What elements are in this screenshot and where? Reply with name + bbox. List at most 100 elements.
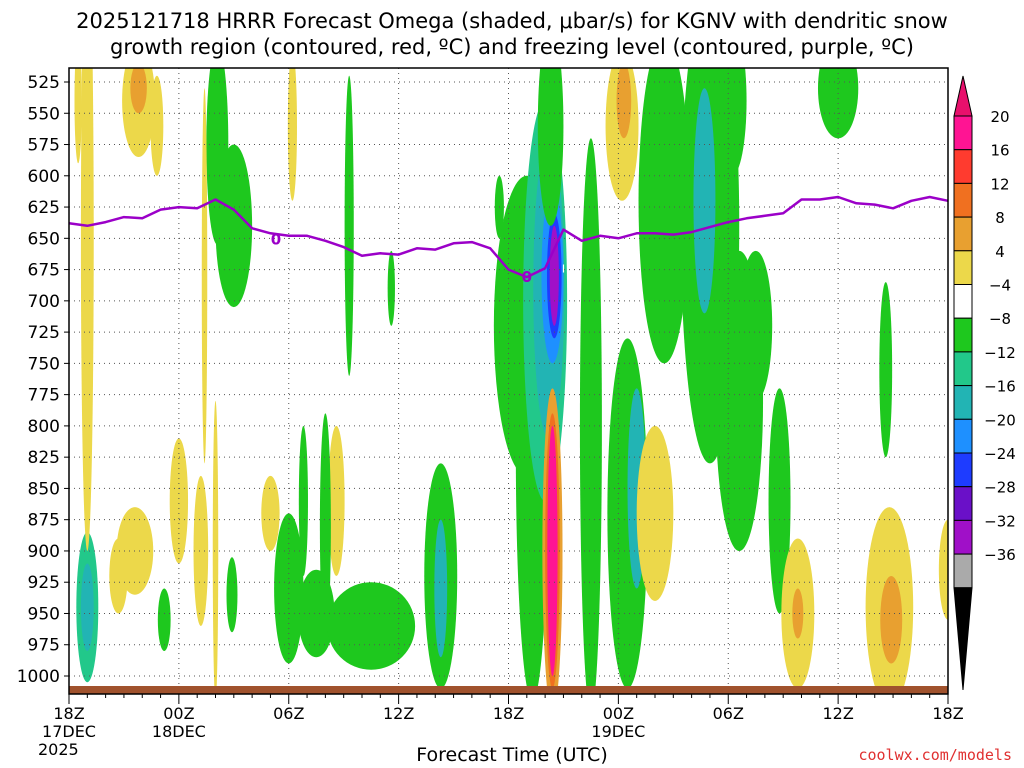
- x-tick-label: 12Z: [383, 704, 414, 723]
- colorbar-label: 8: [995, 209, 1005, 227]
- y-tick-label: 975: [28, 636, 60, 656]
- omega-cell-29: [579, 138, 602, 690]
- x-tick-label: 06Z: [273, 704, 304, 723]
- credit-link[interactable]: coolwx.com/models: [858, 746, 1012, 764]
- chart-title-line-1: 2025121718 HRRR Forecast Omega (shaded, …: [76, 9, 948, 33]
- y-axis: 525 550 575 600 625 650 675 700 725 750 775 800 825 8…: [17, 73, 69, 687]
- omega-cell-53: [193, 475, 209, 626]
- omega-cell-14: [328, 425, 345, 576]
- y-tick-label: 525: [28, 73, 60, 93]
- omega-shading: [74, 68, 948, 690]
- x-tick-label: 06Z: [713, 704, 744, 723]
- omega-cell-16: [387, 250, 395, 326]
- omega-cell-33: [616, 68, 632, 139]
- y-tick-label: 925: [28, 573, 60, 593]
- colorbar-swatch: [953, 385, 973, 420]
- freezing-level-label: 0: [271, 230, 281, 248]
- y-tick-label: 725: [28, 323, 60, 343]
- omega-cell-25: [537, 68, 564, 226]
- omega-cell-60: [109, 538, 128, 614]
- y-tick-label: 750: [28, 354, 60, 374]
- colorbar-label: −28: [984, 479, 1016, 497]
- x-tick-label: 12Z: [822, 704, 853, 723]
- omega-cell-13: [344, 75, 354, 376]
- y-tick-label: 1000: [17, 667, 60, 687]
- colorbar-swatch: [953, 351, 973, 387]
- x-tick-label: 18Z: [932, 704, 963, 723]
- omega-cell-6: [130, 68, 147, 114]
- colorbar-label: 4: [995, 243, 1005, 261]
- x-tick-sublabel: 17DEC: [42, 722, 96, 741]
- omega-cell-43: [792, 588, 804, 639]
- y-tick-label: 550: [28, 104, 60, 124]
- colorbar-swatch: [953, 452, 973, 488]
- omega-cell-54: [212, 400, 219, 690]
- colorbar-swatch: [953, 317, 973, 353]
- omega-cell-49: [80, 68, 94, 551]
- y-tick-label: 575: [28, 136, 60, 156]
- chart-title-line-2: growth region (contoured, red, ºC) and f…: [110, 35, 914, 59]
- omega-cell-28: [547, 425, 558, 676]
- colorbar-swatch: [953, 115, 973, 151]
- x-tick-label: 00Z: [603, 704, 634, 723]
- freezing-level-label: 0: [522, 268, 532, 286]
- y-tick-label: 900: [28, 542, 60, 562]
- omega-cell-52: [201, 88, 208, 464]
- dgz-label: I: [562, 262, 565, 275]
- omega-cell-15: [298, 425, 308, 576]
- colorbar-label: −4: [989, 277, 1011, 295]
- y-tick-label: 700: [28, 292, 60, 312]
- colorbar-label: −12: [984, 344, 1016, 362]
- x-tick-label: 18Z: [493, 704, 524, 723]
- omega-cell-40: [717, 68, 747, 176]
- y-tick-label: 600: [28, 167, 60, 187]
- omega-cell-34: [636, 425, 674, 601]
- colorbar-label: 16: [990, 142, 1009, 160]
- omega-cell-48: [938, 519, 948, 620]
- colorbar-swatch: [953, 182, 973, 218]
- y-tick-label: 650: [28, 229, 60, 249]
- y-tick-label: 825: [28, 448, 60, 468]
- omega-cell-59: [319, 413, 331, 639]
- y-tick-label: 875: [28, 511, 60, 531]
- y-tick-label: 775: [28, 386, 60, 406]
- y-tick-label: 950: [28, 604, 60, 624]
- freezing-level-line: [68, 195, 949, 279]
- colorbar-label: −20: [984, 411, 1016, 429]
- colorbar-label: −16: [984, 378, 1016, 396]
- omega-cell-37: [693, 88, 716, 314]
- omega-cell-4: [215, 144, 253, 308]
- omega-cell-45: [879, 282, 893, 458]
- y-tick-label: 850: [28, 479, 60, 499]
- colorbar-label: 20: [990, 108, 1009, 126]
- omega-cell-35: [638, 68, 690, 364]
- x-axis-title: Forecast Time (UTC): [416, 744, 608, 766]
- x-tick-sublabel: 18DEC: [152, 722, 206, 741]
- omega-cell-41: [768, 388, 791, 614]
- omega-cell-56: [287, 68, 297, 201]
- colorbar-label: −36: [984, 546, 1016, 564]
- colorbar-swatch: [953, 553, 973, 589]
- colorbar-label: −24: [984, 445, 1016, 463]
- colorbar-label: −32: [984, 512, 1016, 530]
- omega-cell-1: [80, 563, 94, 651]
- omega-cell-12: [434, 519, 448, 658]
- omega-cell-47: [880, 575, 903, 664]
- colorbar-swatch: [953, 216, 973, 252]
- colorbar-swatch: [953, 250, 973, 286]
- colorbar-swatch: [953, 519, 973, 555]
- colorbar: 20 16 12 8 4 −4 −8 −12 −16 −20 −24 −28 −32 −36: [953, 75, 1016, 691]
- x-tick-label: 18Z: [53, 704, 84, 723]
- omega-cell-2: [157, 588, 171, 651]
- omega-cell-57: [169, 438, 189, 564]
- colorbar-swatch: [953, 418, 973, 454]
- omega-cell-39: [739, 250, 773, 401]
- y-tick-label: 800: [28, 417, 60, 437]
- y-tick-label: 675: [28, 261, 60, 281]
- colorbar-label: −8: [989, 310, 1011, 328]
- omega-cell-10: [327, 582, 416, 670]
- freezing-level-contour: 0 0 I: [68, 195, 949, 286]
- colorbar-top-arrow: [953, 75, 973, 117]
